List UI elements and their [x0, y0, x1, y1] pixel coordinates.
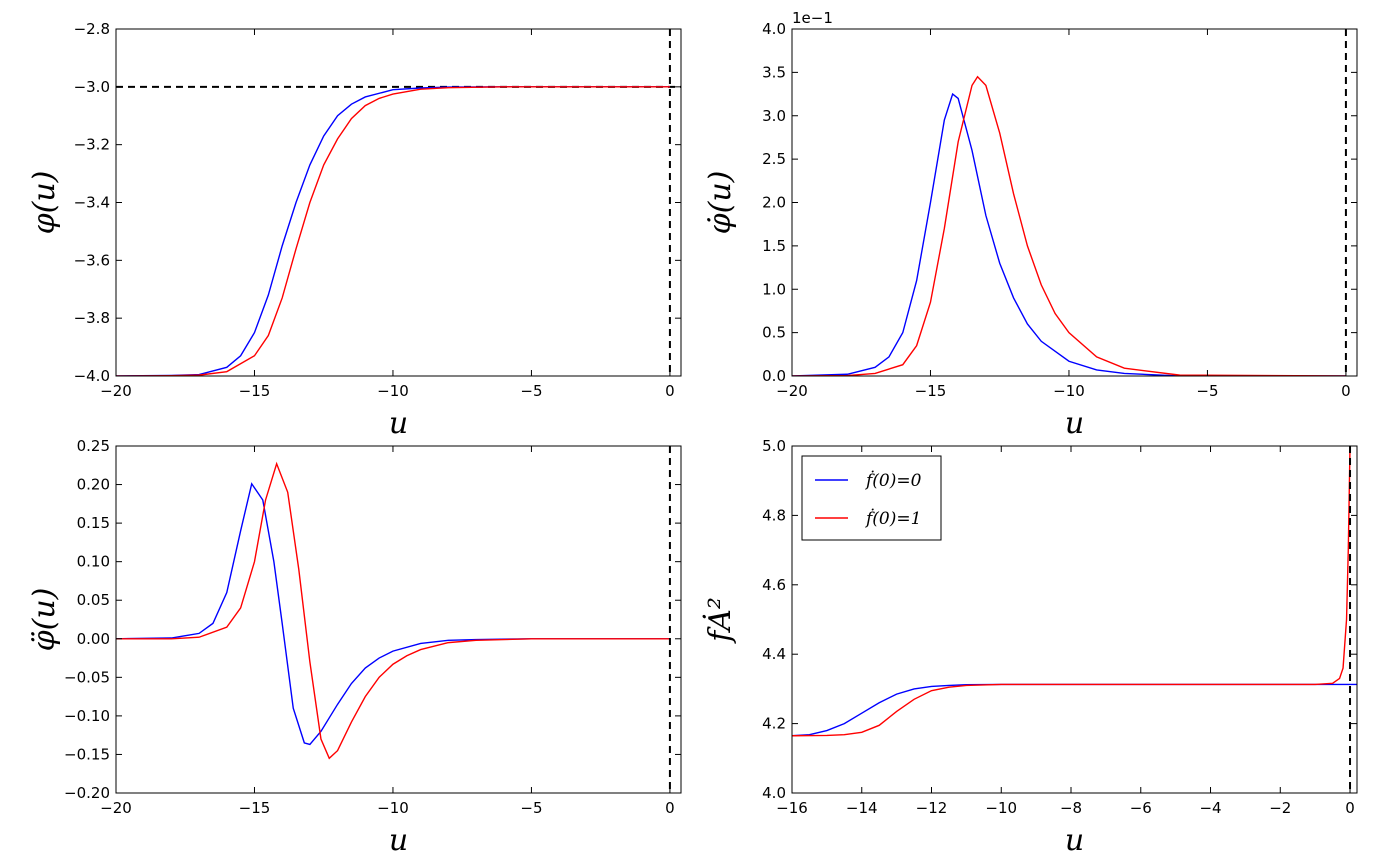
y-tick-label: 3.0 [762, 107, 786, 125]
y-tick-label: −0.05 [64, 668, 110, 686]
series-line-blue [116, 482, 670, 746]
y-tick-label: 0.0 [762, 367, 786, 385]
y-tick-label: 4.0 [762, 784, 786, 802]
legend-box [801, 455, 942, 541]
y-tick-label: −2.8 [74, 20, 110, 38]
x-tick-label: −10 [377, 799, 409, 817]
x-tick-label: 0 [1345, 799, 1355, 817]
y-tick-label: 5.0 [762, 437, 786, 455]
series-line-red [116, 86, 670, 376]
x-tick-label: −15 [239, 799, 271, 817]
series-line-blue [792, 92, 1346, 376]
y-tick-label: −0.20 [64, 784, 110, 802]
y-tick-label: 4.8 [762, 506, 786, 524]
axes-frame [791, 28, 1358, 377]
series-line-blue [792, 683, 1357, 737]
y-tick-label: −0.15 [64, 745, 110, 763]
x-tick-label: −15 [239, 382, 271, 400]
y-tick-label: 3.5 [762, 63, 786, 81]
axes-frame [791, 445, 1358, 794]
x-tick-label: −20 [776, 382, 808, 400]
y-tick-label: 4.4 [762, 645, 786, 663]
x-tick-label: 0 [1341, 382, 1351, 400]
x-tick-label: −12 [916, 799, 948, 817]
y-tick-label: 0.25 [77, 437, 110, 455]
legend: ḟ(0)=0 ḟ(0)=1 [801, 455, 942, 541]
x-tick-label: −6 [1130, 799, 1152, 817]
x-axis-label: u [389, 823, 408, 857]
y-tick-label: 1.5 [762, 237, 786, 255]
y-tick-label: 4.2 [762, 715, 786, 733]
legend-label: ḟ(0)=0 [864, 471, 922, 491]
y-tick-label: −3.2 [74, 136, 110, 154]
x-tick-label: −10 [377, 382, 409, 400]
y-tick-label: −3.6 [74, 251, 110, 269]
series-line-blue [116, 86, 670, 376]
x-tick-label: 0 [665, 799, 675, 817]
y-axis-label: φ(u) [27, 171, 62, 235]
y-tick-label: 2.0 [762, 194, 786, 212]
y-tick-label: −4.0 [74, 367, 110, 385]
x-tick-label: −10 [985, 799, 1017, 817]
y-tick-label: 4.0 [762, 20, 786, 38]
legend-label: ḟ(0)=1 [864, 509, 921, 529]
y-tick-label: 1.0 [762, 280, 786, 298]
chart-panel-c: −20 −15 −10 −5 0 −0.20 −0.15 −0.10 −0.05 0.00 0.05… [27, 437, 682, 857]
y-tick-label: 4.6 [762, 576, 786, 594]
y-tick-label: −3.0 [74, 78, 110, 96]
x-tick-label: −2 [1269, 799, 1291, 817]
x-tick-label: −5 [520, 382, 542, 400]
y-axis-label: φ̈(u) [27, 588, 62, 652]
y-tick-label: −0.10 [64, 707, 110, 725]
y-tick-label: −3.4 [74, 194, 110, 212]
x-tick-label: 0 [665, 382, 675, 400]
axes-frame [115, 445, 682, 794]
y-tick-label: 0.05 [77, 591, 110, 609]
x-tick-label: −20 [100, 799, 132, 817]
x-tick-label: −4 [1199, 799, 1221, 817]
x-tick-label: −5 [1196, 382, 1218, 400]
x-tick-label: −5 [520, 799, 542, 817]
y-tick-label: 0.10 [77, 553, 110, 571]
chart-panel-d: −16 −14 −12 −10 −8 −6 −4 −2 0 4.0 4.2 4.4 4.6 4.8 5.0 u… [702, 437, 1358, 857]
series-line-red [792, 75, 1346, 376]
y-axis-label: φ̇(u) [703, 171, 738, 235]
axis-offset-text: 1e−1 [792, 9, 833, 27]
x-axis-label: u [1065, 406, 1084, 441]
y-tick-label: 0.00 [77, 630, 110, 648]
x-tick-label: −16 [776, 799, 808, 817]
y-tick-label: 0.20 [77, 476, 110, 494]
x-tick-label: −15 [915, 382, 947, 400]
x-axis-label: u [1065, 823, 1084, 857]
x-tick-label: −8 [1060, 799, 1082, 817]
y-tick-label: 0.5 [762, 324, 786, 342]
y-axis-label: fȦ² [702, 597, 738, 644]
y-tick-label: −3.8 [74, 309, 110, 327]
y-tick-label: 2.5 [762, 150, 786, 168]
x-tick-label: −10 [1053, 382, 1085, 400]
axes-frame [115, 28, 682, 377]
series-line-red [116, 461, 670, 760]
chart-panel-b: −20 −15 −10 −5 0 0.0 0.5 1.0 1.5 2.0 2.5 3.0 3.5 4.0 1… [703, 9, 1358, 441]
y-tick-label: 0.15 [77, 514, 110, 532]
series-line-red [792, 446, 1351, 737]
x-tick-label: −20 [100, 382, 132, 400]
x-axis-label: u [389, 406, 408, 441]
x-tick-label: −14 [846, 799, 878, 817]
chart-panel-a: −20 −15 −10 −5 0 −4.0 −3.8 −3.6 −3.4 −3.2 −3.0 −2.8… [27, 20, 682, 441]
